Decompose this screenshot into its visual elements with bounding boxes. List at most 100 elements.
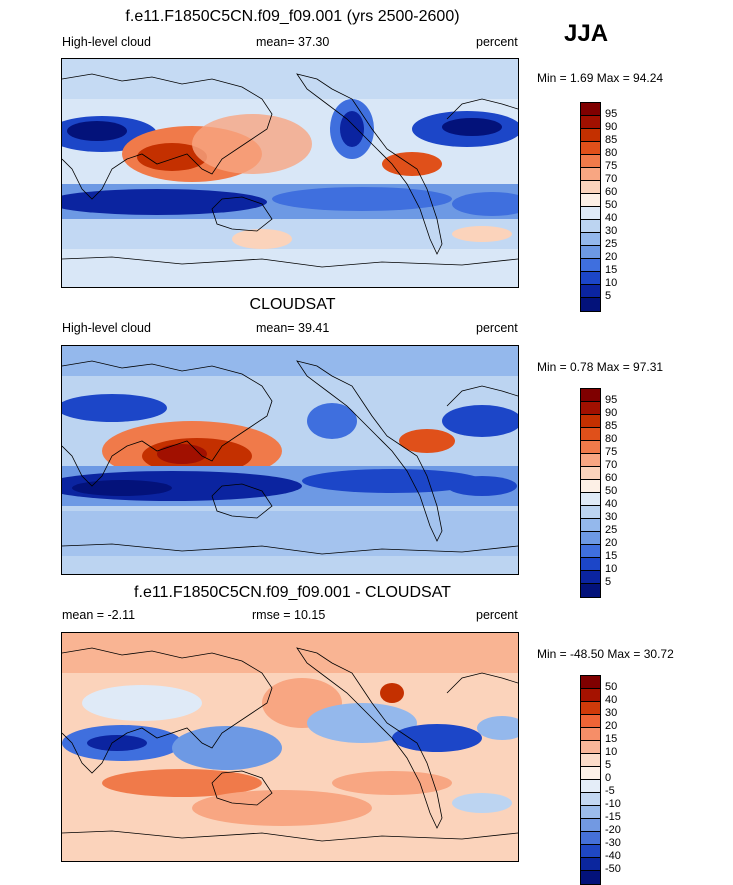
panel3-colorbar-swatch — [581, 676, 600, 689]
panel2-colorbar-tick: 75 — [605, 446, 618, 458]
panel1-colorbar-tick: 70 — [605, 173, 618, 185]
panel2-colorbar-tick: 25 — [605, 524, 618, 536]
panel1-title: f.e11.F1850C5CN.f09_f09.001 (yrs 2500-26… — [125, 8, 460, 25]
panel1-colorbar-tick: 20 — [605, 251, 618, 263]
panel3-colorbar-swatch — [581, 793, 600, 806]
panel1-minmax: Min = 1.69 Max = 94.24 — [537, 71, 664, 85]
panel1-colorbar-swatch — [581, 194, 600, 207]
panel1-colorbar-tick: 10 — [605, 277, 618, 289]
panel3-colorbar-tick: 0 — [605, 772, 612, 784]
panel1-right-label: percent — [476, 35, 518, 49]
panel1-colorbar-tick: 5 — [605, 290, 612, 302]
panel2-colorbar-swatch — [581, 545, 600, 558]
panel1-coastlines — [62, 73, 518, 268]
panel2-colorbar-tick: 80 — [605, 433, 618, 445]
panel3-colorbar-tick: 15 — [605, 733, 618, 745]
panel1-map-field — [62, 59, 518, 287]
panel1-colorbar-swatch — [581, 285, 600, 298]
panel3-map-field — [62, 633, 518, 861]
panel1-colorbar-tick: 15 — [605, 264, 618, 276]
panel2-colorbar-swatch — [581, 415, 600, 428]
panel2-colorbar-swatch — [581, 454, 600, 467]
panel3-colorbar-tick: -30 — [605, 837, 621, 849]
panel2-minmax: Min = 0.78 Max = 97.31 — [537, 360, 664, 374]
panel1-colorbar-swatch — [581, 207, 600, 220]
panel2-colorbar-tick: 95 — [605, 394, 618, 406]
panel1-colorbar-tick: 25 — [605, 238, 618, 250]
panel3-right-label: percent — [476, 608, 518, 622]
panel1-colorbar-swatch — [581, 220, 600, 233]
panel2-colorbar-swatch — [581, 506, 600, 519]
panel2-colorbar-ticks: 95 90 85 80 75 70 60 50 40 30 25 20 15 10 5 — [605, 394, 617, 589]
panel3-colorbar-swatch — [581, 871, 600, 884]
panel1-colorbar — [580, 102, 601, 312]
panel1-colorbar-swatch — [581, 155, 600, 168]
panel3-colorbar-swatch — [581, 689, 600, 702]
panel3-colorbar-swatch — [581, 845, 600, 858]
panel2-coastlines — [62, 360, 518, 555]
panel1-colorbar-swatch — [581, 259, 600, 272]
panel1-colorbar-tick: 30 — [605, 225, 618, 237]
panel2-left-label: High-level cloud — [62, 321, 151, 335]
panel2-colorbar-tick: 50 — [605, 485, 618, 497]
panel2-colorbar-tick: 5 — [605, 576, 612, 588]
season-label: JJA — [564, 20, 609, 47]
panel3-colorbar — [580, 675, 601, 885]
panel2-colorbar-tick: 40 — [605, 498, 618, 510]
panel3-colorbar-tick: 40 — [605, 694, 618, 706]
panel3-coastlines — [62, 647, 518, 842]
panel1-colorbar-swatch — [581, 129, 600, 142]
panel2-colorbar-tick: 30 — [605, 511, 618, 523]
panel1-colorbar-swatch — [581, 168, 600, 181]
panel1-colorbar-swatch — [581, 116, 600, 129]
panel3-colorbar-swatch — [581, 754, 600, 767]
panel3-colorbar-tick: -15 — [605, 811, 621, 823]
panel2-colorbar-swatch — [581, 480, 600, 493]
panel2-colorbar-tick: 85 — [605, 420, 618, 432]
panel1-colorbar-tick: 75 — [605, 160, 618, 172]
panel2-colorbar-tick: 90 — [605, 407, 618, 419]
panel3-colorbar-swatch — [581, 780, 600, 793]
panel2-colorbar — [580, 388, 601, 598]
panel3-rmse-label: rmse = 10.15 — [252, 608, 326, 622]
panel1-colorbar-swatch — [581, 181, 600, 194]
panel3-title: f.e11.F1850C5CN.f09_f09.001 - CLOUDSAT — [134, 584, 451, 601]
panel1-colorbar-swatch — [581, 233, 600, 246]
panel1-colorbar-tick: 95 — [605, 108, 618, 120]
panel1-colorbar-swatch — [581, 142, 600, 155]
panel3-colorbar-tick: 50 — [605, 681, 618, 693]
panel1-colorbar-tick: 50 — [605, 199, 618, 211]
panel2-center-label: mean= 39.41 — [256, 321, 330, 335]
panel1-colorbar-swatch — [581, 272, 600, 285]
panel2-map — [61, 345, 519, 575]
panel3-colorbar-tick: -50 — [605, 863, 621, 875]
panel3-colorbar-swatch — [581, 819, 600, 832]
panel3-colorbar-tick: 20 — [605, 720, 618, 732]
panel2-colorbar-swatch — [581, 532, 600, 545]
panel2-colorbar-tick: 70 — [605, 459, 618, 471]
panel1-colorbar-tick: 40 — [605, 212, 618, 224]
panel2-colorbar-swatch — [581, 467, 600, 480]
panel3-colorbar-tick: -40 — [605, 850, 621, 862]
panel1-colorbar-tick: 80 — [605, 147, 618, 159]
panel3-colorbar-tick: -5 — [605, 785, 615, 797]
panel3-colorbar-swatch — [581, 702, 600, 715]
panel2-colorbar-swatch — [581, 584, 600, 597]
panel2-colorbar-tick: 10 — [605, 563, 618, 575]
panel2-colorbar-swatch — [581, 519, 600, 532]
panel3-colorbar-tick: 30 — [605, 707, 618, 719]
panel2-colorbar-tick: 60 — [605, 472, 618, 484]
panel3-mean-label: mean = -2.11 — [62, 608, 136, 622]
panel1-colorbar-swatch — [581, 298, 600, 311]
panel2-colorbar-swatch — [581, 428, 600, 441]
panel2-colorbar-tick: 20 — [605, 537, 618, 549]
panel2-map-field — [62, 346, 518, 574]
panel3-colorbar-tick: -10 — [605, 798, 621, 810]
panel3-colorbar-ticks: 50 40 30 20 15 10 5 0 -5 -10 -15 -20 -30 -40 -50 — [605, 681, 621, 876]
panel2-colorbar-swatch — [581, 558, 600, 571]
panel2-colorbar-swatch — [581, 402, 600, 415]
panel3-colorbar-swatch — [581, 858, 600, 871]
panel1-colorbar-tick: 60 — [605, 186, 618, 198]
panel2-colorbar-tick: 15 — [605, 550, 618, 562]
panel1-left-label: High-level cloud — [62, 35, 151, 49]
